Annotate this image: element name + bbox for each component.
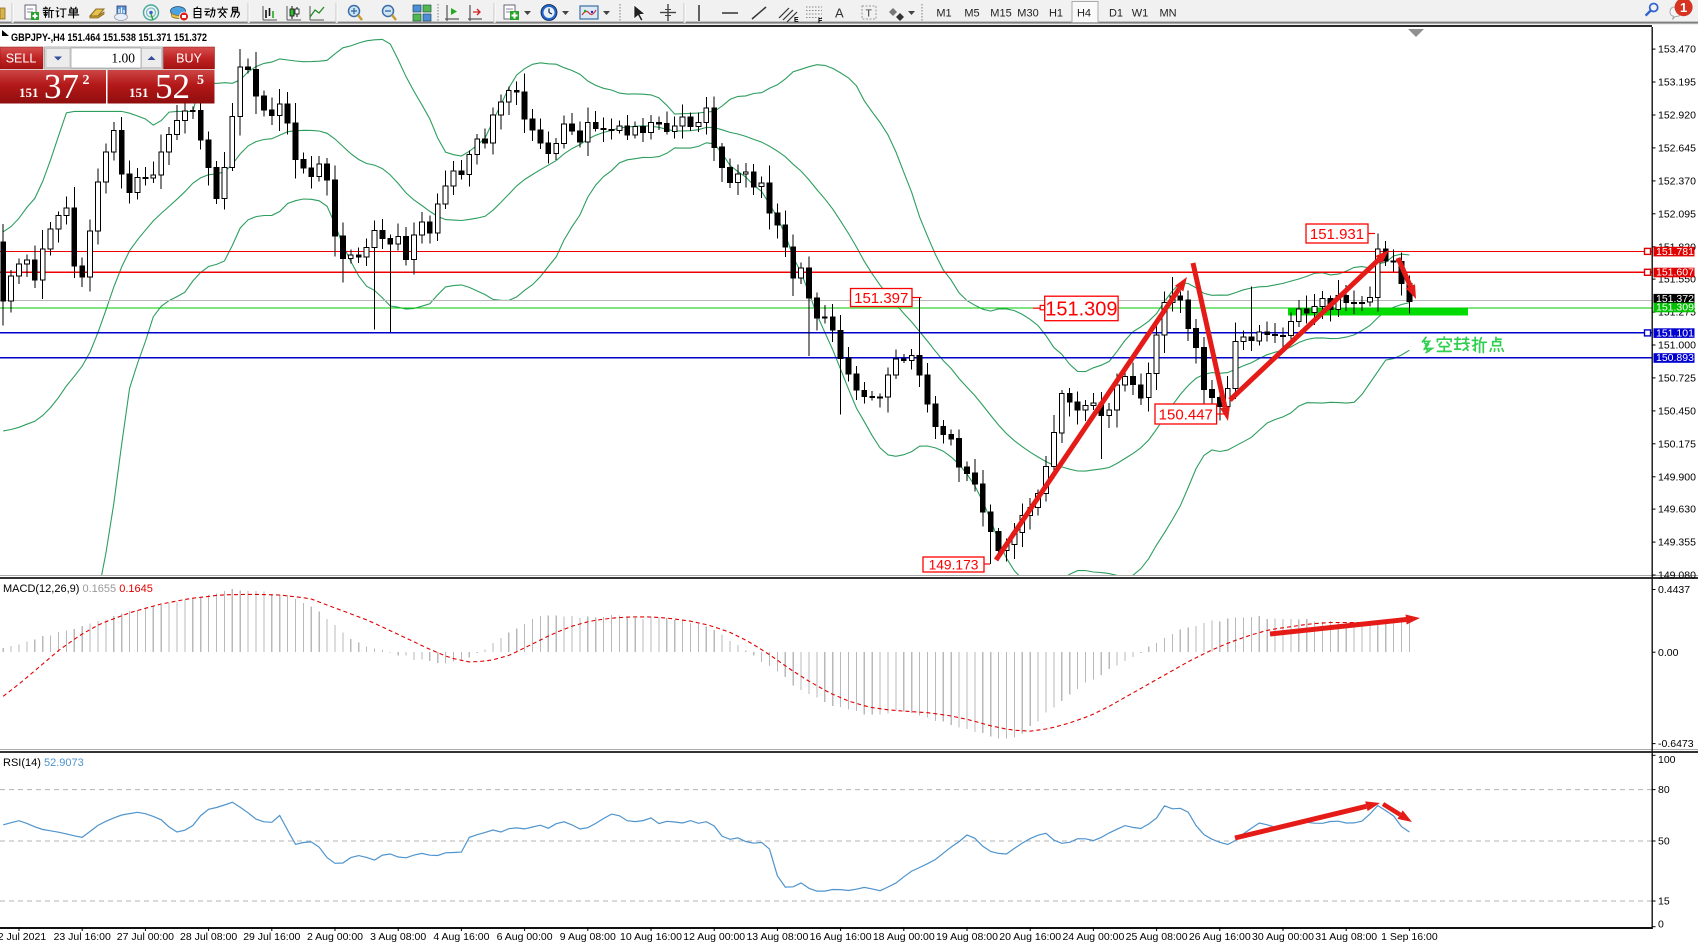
svg-text:-0.6473: -0.6473 xyxy=(1658,738,1694,750)
svg-text:D1: D1 xyxy=(1109,8,1123,20)
svg-text:2: 2 xyxy=(83,73,90,88)
svg-text:152.370: 152.370 xyxy=(1658,176,1696,188)
svg-text:28 Jul 08:00: 28 Jul 08:00 xyxy=(180,931,237,943)
svg-text:149.900: 149.900 xyxy=(1658,471,1696,483)
svg-text:6 Aug 00:00: 6 Aug 00:00 xyxy=(497,931,553,943)
svg-text:50: 50 xyxy=(1658,836,1670,848)
svg-text:24 Aug 00:00: 24 Aug 00:00 xyxy=(1062,931,1124,943)
svg-text:151.397: 151.397 xyxy=(854,290,908,307)
svg-text:1: 1 xyxy=(1680,0,1687,15)
svg-text:MN: MN xyxy=(1159,8,1176,20)
svg-text:25 Aug 08:00: 25 Aug 08:00 xyxy=(1126,931,1188,943)
svg-text:151.607: 151.607 xyxy=(1656,267,1694,279)
svg-text:20 Aug 16:00: 20 Aug 16:00 xyxy=(999,931,1061,943)
svg-text:151.309: 151.309 xyxy=(1656,302,1694,314)
svg-text:52: 52 xyxy=(155,67,190,106)
svg-text:151.931: 151.931 xyxy=(1310,226,1364,243)
svg-text:151.000: 151.000 xyxy=(1658,340,1696,352)
svg-text:29 Jul 16:00: 29 Jul 16:00 xyxy=(243,931,300,943)
svg-text:M1: M1 xyxy=(936,8,951,20)
svg-text:MACD(12,26,9) 0.1655 0.1645: MACD(12,26,9) 0.1655 0.1645 xyxy=(3,583,153,595)
svg-text:H4: H4 xyxy=(1077,8,1091,20)
svg-text:GBPJPY-,H4 151.464 151.538 15: GBPJPY-,H4 151.464 151.538 151.371 151.3… xyxy=(11,32,207,44)
svg-text:3 Aug 08:00: 3 Aug 08:00 xyxy=(370,931,426,943)
svg-text:30 Aug 00:00: 30 Aug 00:00 xyxy=(1252,931,1314,943)
svg-text:12 Aug 00:00: 12 Aug 00:00 xyxy=(683,931,745,943)
svg-text:4 Aug 16:00: 4 Aug 16:00 xyxy=(433,931,489,943)
svg-text:153.195: 153.195 xyxy=(1658,77,1696,89)
svg-text:100: 100 xyxy=(1658,754,1676,766)
svg-text:151.372: 151.372 xyxy=(1656,293,1694,305)
svg-text:152.095: 152.095 xyxy=(1658,208,1696,220)
svg-text:22 Jul 2021: 22 Jul 2021 xyxy=(0,931,46,943)
svg-text:2 Aug 00:00: 2 Aug 00:00 xyxy=(307,931,363,943)
svg-text:149.173: 149.173 xyxy=(929,558,979,573)
svg-text:1 Sep 16:00: 1 Sep 16:00 xyxy=(1381,931,1438,943)
svg-text:151: 151 xyxy=(19,85,39,100)
svg-text:5: 5 xyxy=(197,73,204,88)
svg-text:31 Aug 08:00: 31 Aug 08:00 xyxy=(1315,931,1377,943)
svg-text:18 Aug 00:00: 18 Aug 00:00 xyxy=(873,931,935,943)
svg-text:W1: W1 xyxy=(1132,8,1149,20)
svg-text:149.080: 149.080 xyxy=(1658,570,1696,582)
svg-text:H1: H1 xyxy=(1049,8,1063,20)
svg-text:9 Aug 08:00: 9 Aug 08:00 xyxy=(560,931,616,943)
svg-text:0.00: 0.00 xyxy=(1658,647,1679,659)
svg-text:151.309: 151.309 xyxy=(1045,299,1117,321)
svg-text:SELL: SELL xyxy=(6,52,37,66)
svg-text:151.101: 151.101 xyxy=(1656,327,1694,339)
svg-text:149.355: 149.355 xyxy=(1658,537,1696,549)
svg-text:150.725: 150.725 xyxy=(1658,373,1696,385)
svg-text:152.920: 152.920 xyxy=(1658,110,1696,122)
svg-text:M15: M15 xyxy=(990,8,1011,20)
svg-text:A: A xyxy=(835,6,844,21)
svg-text:153.470: 153.470 xyxy=(1658,44,1696,56)
svg-text:152.645: 152.645 xyxy=(1658,143,1696,155)
svg-text:19 Aug 08:00: 19 Aug 08:00 xyxy=(936,931,998,943)
svg-text:150.447: 150.447 xyxy=(1159,406,1213,423)
svg-text:149.630: 149.630 xyxy=(1658,504,1696,516)
svg-text:0.4437: 0.4437 xyxy=(1658,584,1690,596)
svg-text:26 Aug 16:00: 26 Aug 16:00 xyxy=(1189,931,1251,943)
svg-text:15: 15 xyxy=(1658,896,1670,908)
svg-text:16 Aug 16:00: 16 Aug 16:00 xyxy=(810,931,872,943)
svg-text:150.450: 150.450 xyxy=(1658,406,1696,418)
svg-text:M5: M5 xyxy=(964,8,979,20)
svg-text:RSI(14) 52.9073: RSI(14) 52.9073 xyxy=(3,757,84,769)
svg-text:T: T xyxy=(866,8,873,20)
svg-text:150.175: 150.175 xyxy=(1658,438,1696,450)
svg-text:10 Aug 16:00: 10 Aug 16:00 xyxy=(620,931,682,943)
svg-text:E: E xyxy=(794,17,799,24)
svg-text:80: 80 xyxy=(1658,784,1670,796)
svg-text:27 Jul 00:00: 27 Jul 00:00 xyxy=(117,931,174,943)
svg-text:BUY: BUY xyxy=(176,52,202,66)
svg-text:M30: M30 xyxy=(1017,8,1038,20)
svg-text:1.00: 1.00 xyxy=(111,51,135,66)
svg-text:151.781: 151.781 xyxy=(1656,246,1694,258)
svg-text:37: 37 xyxy=(44,67,79,106)
svg-text:0: 0 xyxy=(1658,918,1664,930)
svg-text:150.893: 150.893 xyxy=(1656,352,1694,364)
svg-text:F: F xyxy=(818,18,823,25)
svg-text:23 Jul 16:00: 23 Jul 16:00 xyxy=(54,931,111,943)
svg-text:13 Aug 08:00: 13 Aug 08:00 xyxy=(746,931,808,943)
svg-text:151: 151 xyxy=(129,85,149,100)
